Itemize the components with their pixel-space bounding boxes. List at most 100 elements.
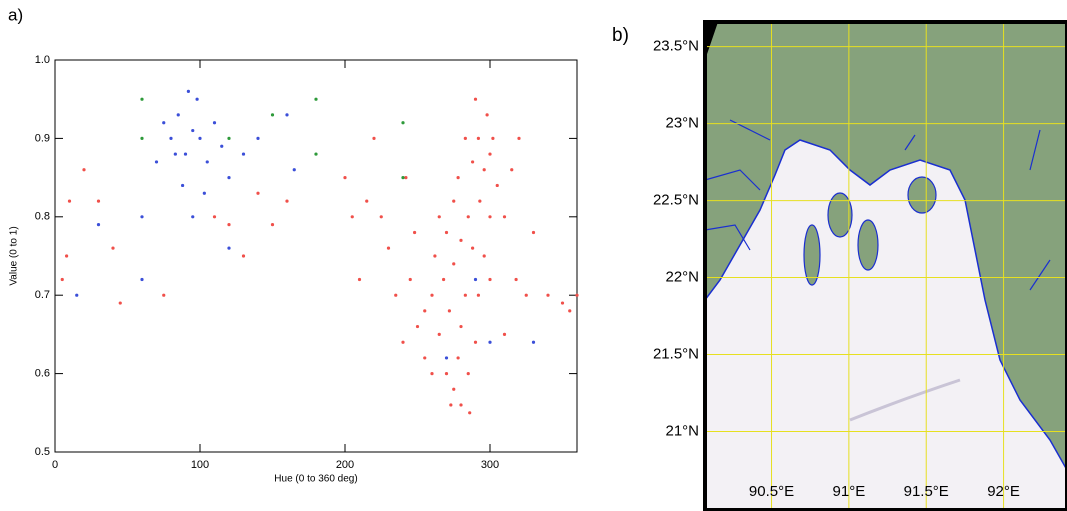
plot-frame (54, 59, 578, 453)
y-tick-label: 23.5°N (653, 38, 699, 55)
point (67, 199, 72, 203)
point (314, 152, 318, 156)
point (401, 176, 405, 180)
x-tick-label: 300 (481, 459, 499, 471)
point (111, 246, 115, 250)
point (476, 136, 480, 140)
point (96, 199, 101, 203)
point (205, 160, 209, 164)
point (488, 152, 492, 156)
point (546, 293, 550, 297)
point (372, 136, 376, 140)
y-axis-label: Value (0 to 1) (9, 226, 20, 285)
point (456, 356, 460, 360)
point (423, 356, 427, 360)
point (575, 293, 579, 297)
point (488, 215, 492, 219)
y-tick-label: 22.5°N (653, 192, 699, 209)
point (270, 223, 275, 227)
map-frame (703, 20, 1067, 511)
island (857, 219, 879, 271)
point (444, 356, 449, 360)
point (444, 230, 449, 235)
point (140, 277, 144, 282)
point (386, 246, 391, 250)
point (415, 324, 420, 329)
point (491, 136, 495, 140)
point (485, 113, 489, 117)
point (437, 332, 441, 336)
point (394, 293, 398, 297)
point (401, 340, 405, 344)
point (456, 176, 460, 180)
corner (705, 22, 718, 60)
point (478, 199, 482, 203)
point (459, 403, 463, 407)
point (531, 230, 536, 235)
point (227, 246, 231, 250)
point (430, 372, 434, 376)
point (447, 309, 451, 313)
point (357, 277, 362, 282)
point (365, 199, 369, 203)
point (181, 183, 185, 188)
y-tick-label: 21°N (665, 422, 699, 439)
point (401, 121, 405, 125)
point (191, 128, 195, 133)
point (162, 293, 166, 297)
point (466, 372, 470, 376)
point (140, 136, 144, 140)
point (285, 113, 289, 117)
y-tick-label: 0.5 (35, 446, 50, 458)
x-axis-label: Hue (0 to 360 deg) (274, 474, 357, 485)
island (907, 176, 937, 214)
point (476, 293, 480, 297)
x-tick-label: 90.5°E (749, 483, 794, 500)
point (227, 176, 231, 180)
point (65, 254, 69, 258)
point (202, 191, 206, 195)
point (482, 168, 486, 172)
river (704, 119, 1051, 291)
point (270, 113, 275, 117)
point (191, 215, 195, 219)
point (459, 324, 463, 329)
island (827, 192, 853, 238)
point (568, 309, 572, 313)
point (241, 254, 246, 258)
point (314, 97, 318, 101)
y-tick-label: 0.7 (35, 289, 50, 301)
x-tick-label: 92°E (987, 483, 1020, 500)
haze (849, 378, 961, 422)
point (482, 254, 486, 258)
point (437, 215, 441, 219)
point (444, 372, 449, 376)
point (173, 152, 177, 156)
point (195, 97, 199, 101)
point (154, 160, 159, 164)
point (404, 176, 408, 180)
point (442, 277, 446, 282)
map-grid (705, 22, 1067, 510)
point (350, 215, 354, 219)
x-tick-label: 200 (336, 459, 354, 471)
x-tick-label: 91.5°E (904, 483, 949, 500)
point (471, 160, 475, 164)
point (473, 277, 478, 282)
point (227, 136, 231, 140)
point (408, 277, 412, 282)
point (379, 215, 383, 219)
point (502, 215, 507, 219)
x-tick-label: 100 (191, 459, 209, 471)
point (256, 191, 260, 195)
point (463, 293, 467, 297)
y-tick-label: 0.8 (35, 211, 50, 223)
point (256, 136, 260, 140)
point (459, 238, 463, 242)
point (292, 168, 296, 172)
point (510, 168, 514, 172)
point (560, 301, 565, 305)
point (212, 215, 217, 219)
point (82, 168, 86, 172)
